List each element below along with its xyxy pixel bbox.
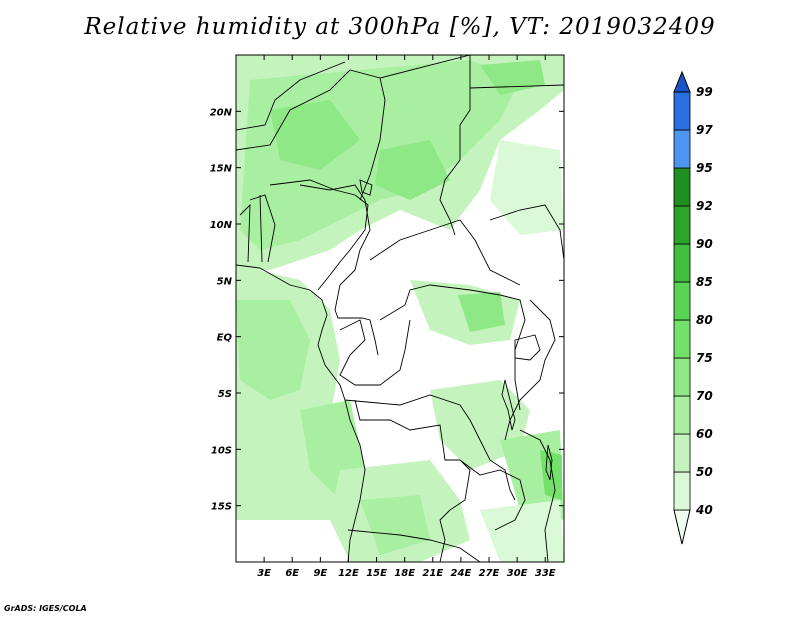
border-north-2 <box>379 55 471 79</box>
humid-area-ne <box>490 140 564 235</box>
border-congo <box>379 284 526 411</box>
lat-tick-label: 10N <box>210 220 233 231</box>
colorbar-segment <box>673 243 691 283</box>
humidity-shading <box>236 55 564 562</box>
colorbar-level-label: 80 <box>696 313 713 327</box>
lon-tick-label: 15E <box>366 568 387 579</box>
border-sudan-south <box>489 204 564 261</box>
lon-tick-label: 3E <box>257 568 271 579</box>
colorbar-level-label: 90 <box>696 237 713 251</box>
humid-core-north-1 <box>270 100 360 170</box>
lon-tick-label: 9E <box>313 568 327 579</box>
humid-core-north-2 <box>375 140 450 200</box>
colorbar-level-label: 70 <box>696 389 713 403</box>
colorbar: 40 50 60 70 75 80 85 90 92 95 97 99 <box>673 70 713 545</box>
border-drc-south <box>344 394 516 501</box>
colorbar-segment <box>673 395 691 435</box>
border-west-states <box>239 184 366 263</box>
lon-tick-label: 18E <box>394 568 415 579</box>
lon-tick-label: 33E <box>535 568 556 579</box>
lat-tick-label: 5S <box>218 389 232 400</box>
lon-tick-label: 30E <box>507 568 528 579</box>
country-borders <box>236 55 564 562</box>
colorbar-level-label: 50 <box>696 465 713 479</box>
border-east <box>504 299 556 441</box>
colorbar-level-label: 99 <box>696 85 713 99</box>
humid-core-central <box>458 292 505 332</box>
coastline-west <box>236 264 366 562</box>
latitude-axis: 20N 15N 10N 5N EQ 5S 10S 15S <box>210 107 564 513</box>
lake-tanganyika <box>501 379 516 431</box>
border-north-4 <box>469 84 564 89</box>
map-title: Relative humidity at 300hPa [%], VT: 201… <box>84 14 716 40</box>
colorbar-level-label: 85 <box>696 275 713 289</box>
border-cameroon <box>334 199 379 356</box>
lat-tick-label: 20N <box>210 107 233 118</box>
colorbar-segment <box>673 357 691 397</box>
border-car <box>369 219 521 286</box>
colorbar-level-label: 92 <box>696 199 713 213</box>
humid-area-south-east <box>480 500 564 562</box>
border-drc-west <box>339 319 411 386</box>
lake-malawi <box>545 444 553 481</box>
border-west-sahel <box>236 61 346 131</box>
colorbar-segment <box>673 319 691 359</box>
plot-frame <box>235 54 565 563</box>
colorbar-level-label: 75 <box>696 351 713 365</box>
lon-tick-label: 21E <box>422 568 443 579</box>
lat-tick-label: 15N <box>210 164 233 175</box>
colorbar-segment <box>673 91 691 131</box>
lat-tick-label: 15S <box>211 502 232 513</box>
longitude-axis: 3E 6E 9E 12E 15E 18E 21E 24E 27E 30E 33E <box>257 55 556 579</box>
colorbar-segment <box>673 205 691 245</box>
lon-tick-label: 27E <box>479 568 500 579</box>
lat-tick-label: 10S <box>211 445 232 456</box>
colorbar-level-label: 97 <box>696 123 713 137</box>
border-namibia <box>347 529 481 562</box>
humid-core-se <box>540 450 562 500</box>
grads-credit: GrADS: IGES/COLA <box>4 604 87 613</box>
border-north-3 <box>439 55 471 236</box>
lon-tick-label: 24E <box>451 568 472 579</box>
lat-tick-label: 5N <box>217 276 233 287</box>
colorbar-segment <box>673 167 691 207</box>
lake-chad <box>359 179 373 196</box>
colorbar-level-label: 60 <box>696 427 713 441</box>
colorbar-segment <box>673 281 691 321</box>
colorbar-segment <box>673 433 691 473</box>
humid-area-south-inner <box>360 495 430 555</box>
humid-area-west-inner <box>236 300 310 400</box>
colorbar-lower-arrow <box>673 509 691 545</box>
colorbar-level-label: 95 <box>696 161 713 175</box>
lon-tick-label: 12E <box>338 568 359 579</box>
lat-tick-label: EQ <box>217 333 233 344</box>
colorbar-segment <box>673 471 691 511</box>
colorbar-upper-arrow <box>673 70 691 93</box>
border-north-1 <box>236 69 386 201</box>
colorbar-segment <box>673 129 691 169</box>
lake-victoria <box>514 334 541 361</box>
border-zambia <box>459 459 526 531</box>
border-nigeria <box>269 179 369 291</box>
lon-tick-label: 6E <box>285 568 299 579</box>
colorbar-level-label: 40 <box>695 503 713 517</box>
border-mozambique <box>519 429 556 562</box>
